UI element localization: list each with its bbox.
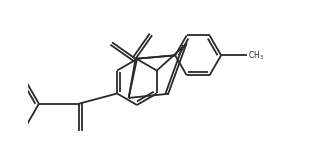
Text: CH$_3$: CH$_3$ <box>248 49 264 62</box>
